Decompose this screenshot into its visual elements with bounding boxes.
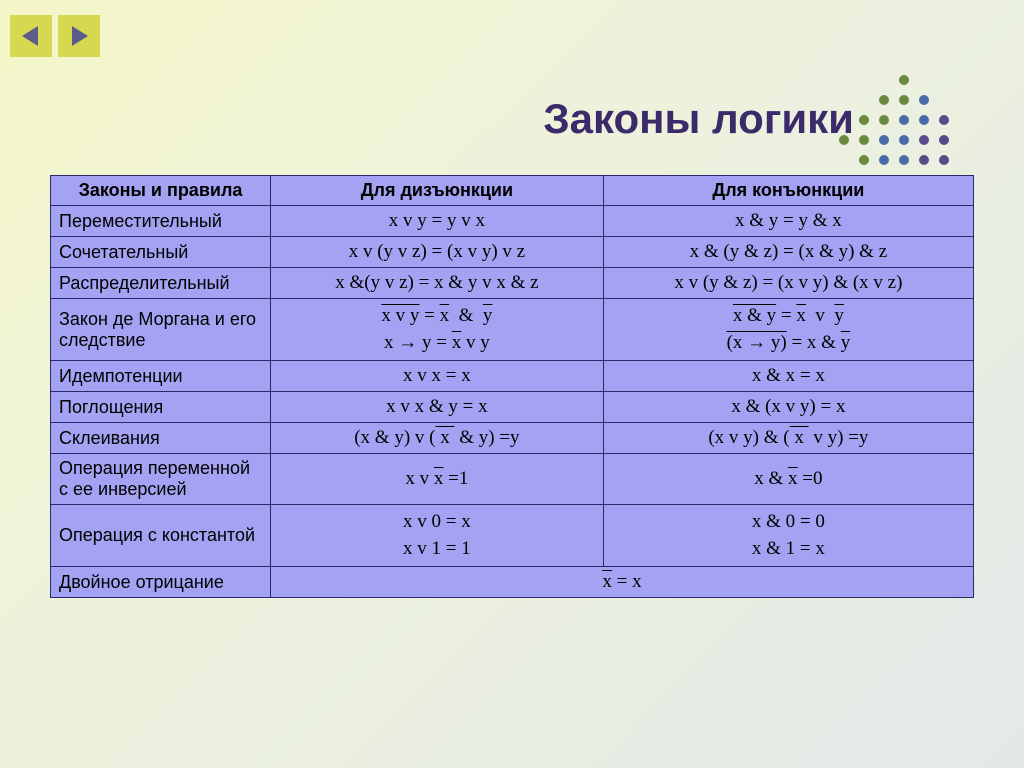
disjunction-cell: x v y = y v x bbox=[271, 206, 604, 237]
page-title: Законы логики bbox=[543, 95, 854, 143]
disjunction-cell: x v x =1 bbox=[271, 454, 604, 505]
law-name-cell: Переместительный bbox=[51, 206, 271, 237]
disjunction-cell: x v x & y = x bbox=[271, 392, 604, 423]
disjunction-cell: x v x = x bbox=[271, 361, 604, 392]
nav-buttons bbox=[10, 15, 100, 57]
disjunction-cell: x v y = x & yx → y = x v y bbox=[271, 299, 604, 361]
disjunction-cell: (x & y) v ( x & y) =y bbox=[271, 423, 604, 454]
table-row: Переместительныйx v y = y v xx & y = y &… bbox=[51, 206, 974, 237]
conjunction-cell: x & x =0 bbox=[603, 454, 973, 505]
law-name-cell: Закон де Моргана и его следствие bbox=[51, 299, 271, 361]
conjunction-cell: x & y = y & x bbox=[603, 206, 973, 237]
table-row: Сочетательныйx v (y v z) = (x v y) v zx … bbox=[51, 237, 974, 268]
table-row: Двойное отрицаниеx = x bbox=[51, 567, 974, 598]
table-header-2: Для конъюнкции bbox=[603, 176, 973, 206]
conjunction-cell: x & (x v y) = x bbox=[603, 392, 973, 423]
law-name-cell: Идемпотенции bbox=[51, 361, 271, 392]
table-row: Операция с константойx v 0 = xx v 1 = 1x… bbox=[51, 505, 974, 567]
prev-button[interactable] bbox=[10, 15, 52, 57]
table-row: Поглощенияx v x & y = xx & (x v y) = x bbox=[51, 392, 974, 423]
conjunction-cell: x & (y & z) = (x & y) & z bbox=[603, 237, 973, 268]
disjunction-cell: x v 0 = xx v 1 = 1 bbox=[271, 505, 604, 567]
conjunction-cell: x & y = x v y(x → y) = x & y bbox=[603, 299, 973, 361]
conjunction-cell: x & 0 = 0x & 1 = x bbox=[603, 505, 973, 567]
law-name-cell: Поглощения bbox=[51, 392, 271, 423]
table-row: Распределительныйx &(y v z) = x & y v x … bbox=[51, 268, 974, 299]
formula-cell-span: x = x bbox=[271, 567, 974, 598]
conjunction-cell: x v (y & z) = (x v y) & (x v z) bbox=[603, 268, 973, 299]
law-name-cell: Склеивания bbox=[51, 423, 271, 454]
table-body: Переместительныйx v y = y v xx & y = y &… bbox=[51, 206, 974, 598]
law-name-cell: Сочетательный bbox=[51, 237, 271, 268]
law-name-cell: Двойное отрицание bbox=[51, 567, 271, 598]
title-wrap: Законы логики bbox=[0, 95, 1024, 143]
disjunction-cell: x v (y v z) = (x v y) v z bbox=[271, 237, 604, 268]
laws-table: Законы и правилаДля дизъюнкцииДля конъюн… bbox=[50, 175, 974, 598]
law-name-cell: Операция с константой bbox=[51, 505, 271, 567]
law-name-cell: Распределительный bbox=[51, 268, 271, 299]
conjunction-cell: (x v y) & ( x v y) =y bbox=[603, 423, 973, 454]
table-header-0: Законы и правила bbox=[51, 176, 271, 206]
conjunction-cell: x & x = x bbox=[603, 361, 973, 392]
table-row: Операция переменной с ее инверсиейx v x … bbox=[51, 454, 974, 505]
table-row: Склеивания(x & y) v ( x & y) =y(x v y) &… bbox=[51, 423, 974, 454]
next-button[interactable] bbox=[58, 15, 100, 57]
laws-table-wrap: Законы и правилаДля дизъюнкцииДля конъюн… bbox=[50, 175, 974, 598]
table-row: Закон де Моргана и его следствиеx v y = … bbox=[51, 299, 974, 361]
law-name-cell: Операция переменной с ее инверсией bbox=[51, 454, 271, 505]
table-header-1: Для дизъюнкции bbox=[271, 176, 604, 206]
disjunction-cell: x &(y v z) = x & y v x & z bbox=[271, 268, 604, 299]
table-header-row: Законы и правилаДля дизъюнкцииДля конъюн… bbox=[51, 176, 974, 206]
table-row: Идемпотенцииx v x = xx & x = x bbox=[51, 361, 974, 392]
